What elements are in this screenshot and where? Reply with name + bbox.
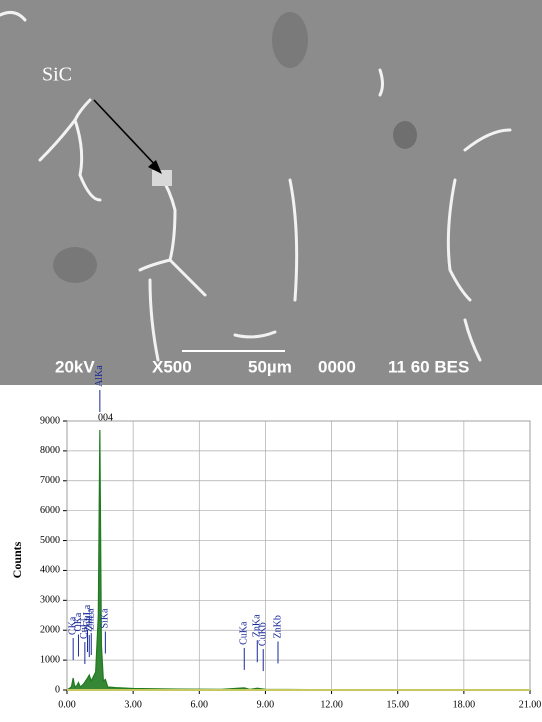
- y-tick-label: 5000: [40, 535, 60, 546]
- particle-label: SiC: [42, 64, 72, 86]
- y-tick-label: 4000: [40, 565, 60, 576]
- micrograph: SiC: [0, 0, 542, 385]
- x-tick-label: 0.00: [58, 699, 76, 710]
- x-tick-label: 9.00: [257, 699, 275, 710]
- x-tick-label: 3.00: [124, 699, 142, 710]
- y-tick-label: 2000: [40, 625, 60, 636]
- y-tick-label: 6000: [40, 505, 60, 516]
- image-info: 0000: [318, 357, 356, 376]
- peak-label: ZnLa: [86, 608, 97, 630]
- dark-region: [53, 247, 97, 283]
- peak-label: CuLa: [82, 604, 93, 627]
- peak-label: CuLl: [79, 618, 90, 639]
- y-tick-label: 7000: [40, 475, 60, 486]
- x-tick-label: 6.00: [191, 699, 209, 710]
- arrow: [93, 99, 159, 169]
- image-info: 20kV: [55, 357, 95, 376]
- peak-label: AlKa: [94, 365, 105, 387]
- x-tick-label: 18.00: [453, 699, 476, 710]
- peak-label: CKa: [67, 616, 78, 635]
- x-tick-label: 21.00: [519, 699, 542, 710]
- dark-region: [393, 121, 417, 149]
- peak-label: OKa: [73, 612, 84, 631]
- y-tick-label: 0: [55, 684, 60, 695]
- phase-network: [0, 10, 512, 362]
- y-tick-label: 3000: [40, 595, 60, 606]
- arrow-head: [148, 160, 162, 174]
- y-tick-label: 9000: [40, 415, 60, 426]
- peak-label: SiKa: [100, 608, 111, 629]
- peak-label: ZnKb: [272, 615, 283, 638]
- image-info: 50µm: [248, 357, 292, 376]
- y-tick-label: 8000: [40, 445, 60, 456]
- peak-label: ZnLl: [84, 612, 95, 632]
- x-tick-label: 12.00: [320, 699, 343, 710]
- image-info: X500: [152, 357, 192, 376]
- y-tick-label: 1000: [40, 654, 60, 665]
- sic-particle: [152, 170, 172, 186]
- peak-label: CuKa: [239, 621, 250, 645]
- plot-area: [66, 420, 531, 691]
- x-tick-label: 15.00: [386, 699, 409, 710]
- y-axis-label: Counts: [10, 541, 24, 578]
- sem-image: [0, 0, 542, 385]
- peak-label: ZnKa: [252, 614, 263, 637]
- spectrum-id: 004: [98, 412, 113, 423]
- dark-region: [272, 12, 308, 68]
- spectrum-line: [66, 429, 531, 691]
- peak-label: CuKb: [258, 622, 269, 646]
- image-info: 11 60 BES: [388, 357, 469, 376]
